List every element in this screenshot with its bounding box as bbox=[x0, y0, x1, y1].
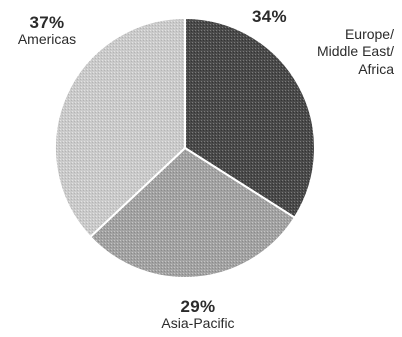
slice-label-asia-pacific: 29% Asia-Pacific bbox=[148, 298, 248, 331]
slice-value-asia-pacific: 29% bbox=[180, 297, 216, 316]
pie-slice-americas bbox=[54, 16, 186, 239]
slice-value-americas: 37% bbox=[29, 13, 65, 32]
slice-label-americas: 37% Americas bbox=[12, 14, 82, 47]
slice-label-emea: 34% Europe/ Middle East/ Africa bbox=[250, 8, 400, 78]
slice-name-asia-pacific: Asia-Pacific bbox=[161, 314, 235, 331]
pie-slice-asia-pacific bbox=[88, 146, 297, 279]
slice-value-emea: 34% bbox=[252, 7, 287, 26]
slice-name-emea: Europe/ Middle East/ Africa bbox=[316, 25, 394, 77]
slice-name-americas: Americas bbox=[17, 30, 77, 47]
